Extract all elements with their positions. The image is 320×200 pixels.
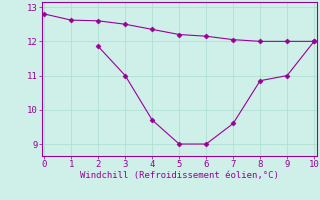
X-axis label: Windchill (Refroidissement éolien,°C): Windchill (Refroidissement éolien,°C) bbox=[80, 171, 279, 180]
